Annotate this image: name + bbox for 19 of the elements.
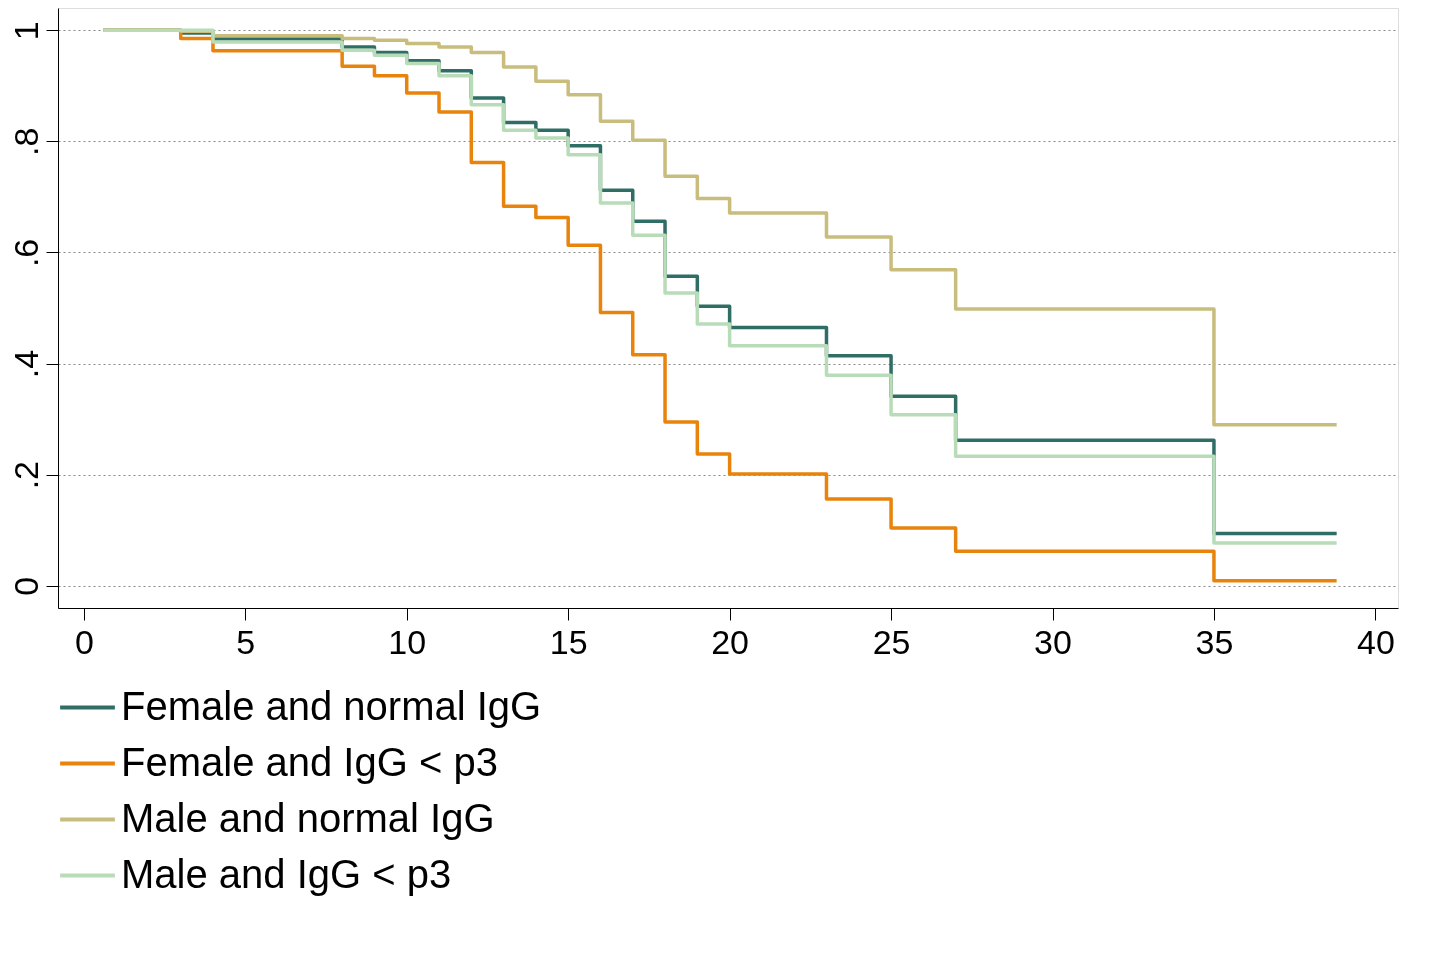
x-tick-label: 35 — [1195, 622, 1234, 661]
legend-label: Male and normal IgG — [121, 795, 495, 840]
x-tick-label: 30 — [1034, 622, 1072, 661]
x-tick-label: 10 — [388, 622, 427, 661]
legend-label: Female and normal IgG — [121, 683, 542, 728]
x-tick-label: 20 — [711, 622, 750, 661]
x-tick-label: 40 — [1356, 622, 1395, 661]
y-tick-label: 0 — [6, 576, 45, 596]
y-tick-label: .2 — [6, 460, 45, 490]
y-tick-label: .4 — [6, 349, 45, 379]
x-tick-label: 15 — [549, 622, 588, 661]
legend-label: Female and IgG < p3 — [121, 739, 498, 784]
y-tick-label: .8 — [6, 127, 45, 157]
y-tick-label: 1 — [6, 21, 45, 41]
x-tick-label: 5 — [236, 622, 256, 661]
y-tick-label: .6 — [6, 238, 45, 268]
x-tick-label: 0 — [74, 622, 94, 661]
legend-label: Male and IgG < p3 — [121, 851, 452, 896]
x-tick-label: 25 — [872, 622, 911, 661]
